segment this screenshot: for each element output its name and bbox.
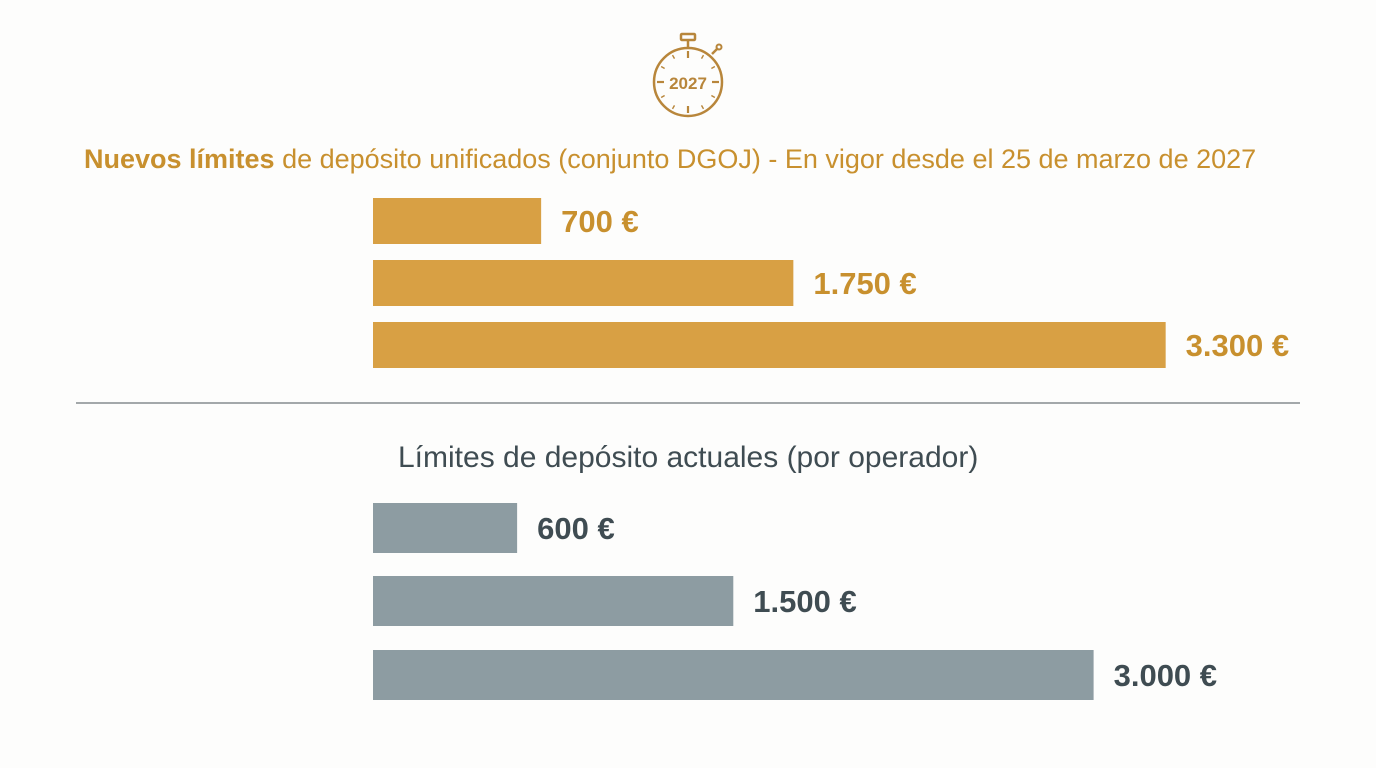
stopwatch-crown — [679, 32, 697, 42]
new-limit-bar-2 — [373, 260, 794, 306]
new-limit-value-label-3: 3.300 € — [1186, 328, 1289, 363]
stopwatch-side-button-cap — [715, 43, 723, 51]
current-limit-value-label-3: 3.000 € — [1114, 658, 1217, 693]
current-limits-title: Límites de depósito actuales (por operad… — [398, 441, 978, 474]
new-limits-title-strong: Nuevos límites — [84, 144, 275, 174]
new-limit-value-label-1: 700 € — [561, 204, 639, 239]
stopwatch-tick — [711, 65, 716, 70]
stopwatch-year-label: 2027 — [669, 74, 707, 93]
new-limits-title-rest: de depósito unificados (conjunto DGOJ) -… — [275, 144, 1257, 174]
current-limit-bar-3 — [373, 650, 1094, 700]
stopwatch-tick — [700, 54, 705, 59]
new-limits-title: Nuevos límites de depósito unificados (c… — [84, 144, 1256, 174]
current-limits-bars: 600 € 1.500 € 3.000 € — [373, 503, 1217, 700]
new-limits-bars: 700 € 1.750 € 3.300 € — [373, 198, 1289, 368]
stopwatch-tick — [671, 105, 676, 110]
new-limit-bar-1 — [373, 198, 542, 244]
current-limit-value-label-2: 1.500 € — [753, 584, 856, 619]
stopwatch-tick — [660, 94, 665, 99]
stopwatch-body — [652, 46, 724, 118]
current-limit-bar-2 — [373, 576, 734, 626]
current-limit-value-label-1: 600 € — [537, 511, 615, 546]
current-limit-bar-1 — [373, 503, 518, 553]
new-limit-value-label-2: 1.750 € — [813, 266, 916, 301]
new-limit-bar-3 — [373, 322, 1166, 368]
stopwatch-ticks — [657, 51, 719, 113]
stopwatch-icon: 2027 — [652, 32, 724, 118]
stopwatch-tick — [660, 65, 665, 70]
stopwatch-tick — [711, 94, 716, 99]
stopwatch-tick — [700, 105, 705, 110]
stopwatch-tick — [671, 54, 676, 59]
